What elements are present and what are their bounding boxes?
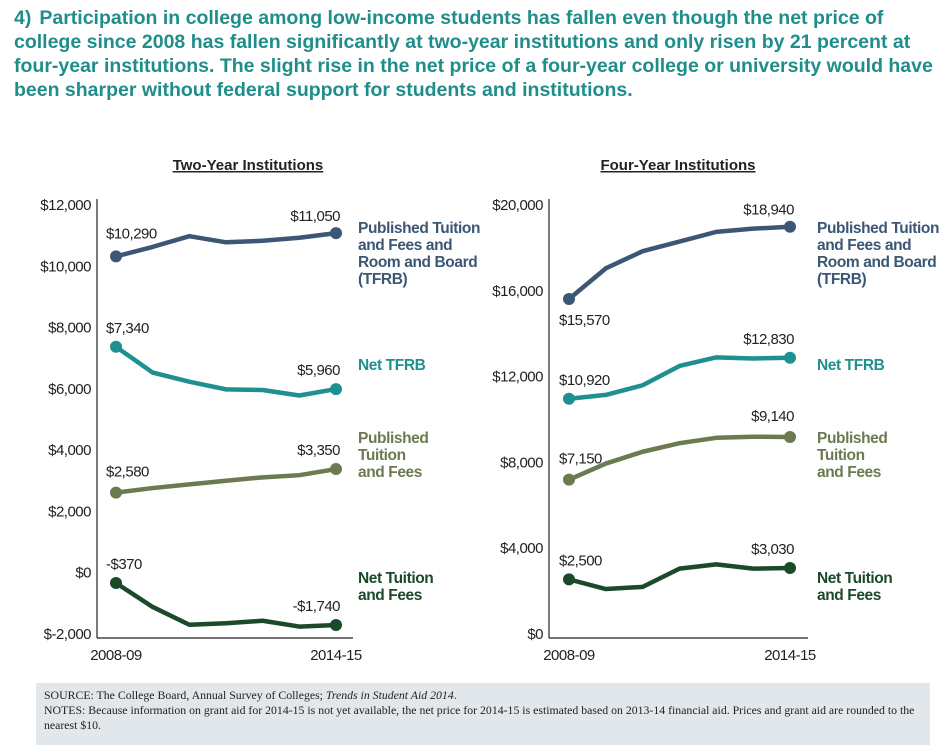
legend-label-published-tf: Published	[817, 430, 887, 447]
legend-label-tfrb: and Fees and	[817, 237, 911, 254]
source-end: .	[453, 688, 457, 702]
y-tick-label: $2,000	[48, 503, 91, 520]
series-line-net-tf	[568, 562, 791, 592]
source-line: SOURCE: The College Board, Annual Survey…	[44, 688, 922, 703]
y-tick-label: $0	[75, 565, 91, 582]
source-text: SOURCE: The College Board, Annual Survey…	[44, 688, 326, 702]
figure-title-text: Participation in college among low-incom…	[14, 7, 933, 101]
legend-label-published-tf: Tuition	[358, 447, 406, 464]
legend-label-net-tfrb: Net TFRB	[358, 357, 426, 374]
legend-label-tfrb: (TFRB)	[817, 271, 866, 288]
x-tick-label: 2008-09	[90, 647, 142, 664]
y-tick-label: $4,000	[48, 442, 91, 459]
data-label-start: $7,340	[106, 320, 149, 337]
legend-label-published-tf: and Fees	[358, 464, 422, 481]
x-tick-label: 2014-15	[764, 647, 816, 664]
source-notes: SOURCE: The College Board, Annual Survey…	[36, 683, 930, 745]
notes-line: NOTES: Because information on grant aid …	[44, 703, 915, 732]
data-label-end: $18,940	[743, 202, 794, 219]
data-point	[563, 573, 575, 586]
data-point	[563, 293, 575, 306]
data-point	[330, 227, 342, 240]
series-line-tfrb	[567, 224, 791, 301]
legend-label-tfrb: (TFRB)	[358, 271, 407, 288]
data-point	[110, 340, 122, 353]
legend-label-published-tf: and Fees	[817, 464, 881, 481]
series-line-net-tfrb	[114, 344, 337, 398]
legend-label-net-tf: and Fees	[358, 587, 422, 604]
series-line-net-tfrb	[568, 355, 791, 402]
series-line-published-tf	[115, 466, 337, 495]
data-point	[330, 383, 342, 396]
data-point	[563, 392, 575, 405]
series-line-published-tf	[568, 434, 791, 482]
source-publication: Trends in Student Aid 2014	[325, 688, 454, 702]
y-tick-label: $4,000	[500, 540, 543, 557]
y-tick-label: $-2,000	[44, 626, 92, 643]
y-tick-label: $16,000	[492, 283, 543, 300]
legend-label-net-tf: Net Tuition	[817, 570, 892, 587]
y-tick-label: $8,000	[500, 454, 543, 471]
legend-label-published-tf: Published	[358, 430, 428, 447]
legend-label-tfrb: and Fees and	[358, 237, 452, 254]
data-point	[784, 220, 796, 233]
y-tick-label: $20,000	[492, 197, 543, 214]
data-label-end: $3,350	[297, 442, 340, 459]
data-label-end: $5,960	[297, 362, 340, 379]
legend-label-tfrb: Room and Board	[817, 254, 936, 271]
y-tick-label: $0	[527, 626, 543, 643]
figure-title: 4) Participation in college among low-inc…	[14, 6, 939, 102]
data-label-start: $10,290	[106, 225, 157, 242]
y-tick-label: $6,000	[48, 381, 91, 398]
y-tick-label: $12,000	[40, 197, 91, 214]
figure-number: 4)	[14, 7, 32, 29]
data-point	[110, 577, 122, 590]
legend-label-published-tf: Tuition	[817, 447, 865, 464]
data-label-end: $9,140	[751, 408, 794, 425]
chart-title: Two-Year Institutions	[173, 157, 324, 174]
data-label-end: $11,050	[290, 208, 340, 225]
data-label-start: $10,920	[559, 372, 610, 389]
data-label-end: $3,030	[751, 541, 794, 558]
legend-label-tfrb: Published Tuition	[358, 220, 480, 237]
charts-canvas: Two-Year Institutions $-2,000 $0 $2,000 $4,0…	[40, 157, 939, 664]
legend-label-net-tfrb: Net TFRB	[817, 357, 885, 374]
data-label-start: -$370	[106, 556, 142, 573]
y-tick-label: $10,000	[40, 258, 91, 275]
y-tick-label: $12,000	[492, 369, 543, 386]
data-label-end: -$1,740	[293, 598, 341, 615]
data-label-end: $12,830	[743, 331, 794, 348]
data-point	[110, 250, 122, 263]
legend-label-tfrb: Room and Board	[358, 254, 477, 271]
data-point	[330, 463, 342, 476]
series-line-tfrb	[115, 230, 337, 259]
data-point	[784, 562, 796, 575]
data-point	[784, 430, 796, 443]
data-point	[784, 351, 796, 364]
x-tick-label: 2008-09	[543, 647, 595, 664]
x-tick-label: 2014-15	[310, 647, 362, 664]
data-point	[563, 473, 575, 486]
y-tick-label: $8,000	[48, 320, 91, 337]
data-label-start: $7,150	[559, 451, 602, 468]
data-label-start: $2,580	[106, 464, 149, 481]
legend-label-tfrb: Published Tuition	[817, 220, 939, 237]
data-point	[330, 619, 342, 632]
data-label-start: $2,500	[559, 552, 602, 569]
data-point	[110, 486, 122, 499]
legend-label-net-tf: and Fees	[817, 587, 881, 604]
legend-label-net-tf: Net Tuition	[358, 570, 433, 587]
data-label-start: $15,570	[559, 312, 610, 329]
chart-title: Four-Year Institutions	[600, 157, 755, 174]
series-line-net-tf	[114, 581, 337, 629]
